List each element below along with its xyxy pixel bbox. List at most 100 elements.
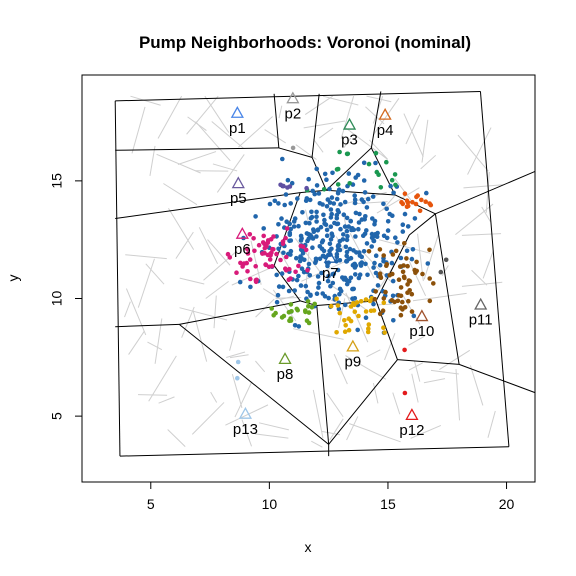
case-point-p7 [329, 211, 335, 217]
case-point-p6 [244, 246, 250, 252]
case-point-p7 [274, 299, 280, 305]
case-point-p5 [287, 184, 293, 189]
case-point-p7 [363, 315, 369, 321]
case-point-p7 [276, 201, 281, 206]
case-point-p8 [294, 306, 300, 312]
case-point-p9 [371, 308, 377, 313]
street-segment [322, 95, 359, 106]
case-point-p7 [328, 224, 334, 229]
street-segment [487, 410, 496, 438]
case-point-p7 [325, 278, 331, 284]
case-point-p7 [330, 233, 335, 239]
case-point-p9 [346, 327, 352, 333]
case-point-p10 [427, 276, 433, 281]
street-map [124, 95, 504, 448]
case-point-p7 [410, 247, 416, 252]
case-point-p7 [248, 284, 253, 290]
case-point-p10 [409, 309, 415, 314]
street-segment [154, 318, 163, 364]
case-point-p7 [347, 246, 353, 252]
pump-label-p11: p11 [469, 312, 493, 329]
street-segment [128, 331, 145, 355]
street-segment [179, 307, 228, 321]
case-point-p7 [371, 301, 376, 307]
case-point-p8 [269, 306, 275, 311]
street-segment [439, 349, 471, 370]
case-point-p10 [414, 259, 419, 265]
case-point-p6 [225, 251, 231, 257]
case-point-p8 [312, 301, 318, 307]
case-point-p7 [306, 176, 312, 182]
case-point-p7 [300, 210, 305, 215]
case-point-p7 [341, 232, 346, 237]
case-point-p4 [417, 208, 423, 214]
case-point-p8 [306, 304, 311, 309]
case-point-p7 [344, 237, 350, 243]
y-tick-label: 15 [49, 173, 65, 189]
street-segment [278, 248, 291, 271]
pump-label-p6: p6 [234, 241, 251, 258]
street-segment [312, 389, 324, 439]
case-point-p8 [271, 313, 277, 318]
pump-label-p12: p12 [399, 422, 424, 439]
street-segment [147, 341, 163, 351]
case-point-p7 [283, 192, 289, 197]
case-point-p10 [380, 308, 386, 314]
case-point-p7 [311, 229, 317, 234]
street-segment [125, 288, 147, 336]
case-point-p7 [363, 214, 368, 219]
street-segment [293, 328, 344, 340]
case-point-p6 [247, 257, 253, 262]
voronoi-edge [278, 147, 313, 158]
case-point-p7 [346, 171, 352, 176]
case-point-p4 [413, 201, 419, 207]
case-point-p6 [253, 264, 258, 269]
street-segment [441, 265, 449, 276]
case-point-p7 [314, 214, 319, 219]
case-point-p7 [303, 220, 309, 226]
case-point-p4 [400, 201, 406, 207]
case-point-p7 [338, 226, 343, 232]
case-point-p6 [280, 239, 286, 244]
case-point-p7 [350, 286, 355, 292]
case-point-p7 [313, 260, 318, 266]
case-point-p6 [271, 234, 276, 239]
case-point-p7 [334, 196, 340, 202]
voronoi-edge [397, 359, 460, 365]
street-segment [250, 240, 262, 285]
voronoi-edge [458, 363, 536, 394]
case-point-p7 [390, 278, 396, 284]
voronoi-edge [316, 305, 330, 445]
case-point-p7 [335, 208, 341, 213]
street-segment [259, 422, 289, 431]
case-point-p7 [363, 261, 368, 267]
street-segment [241, 419, 253, 447]
case-point-p7 [425, 261, 431, 266]
case-point-p7 [375, 283, 381, 288]
case-point-p7 [400, 222, 406, 227]
street-segment [482, 250, 494, 279]
case-point-p7 [371, 238, 377, 244]
case-point-p7 [337, 238, 343, 244]
case-point-p7 [276, 222, 281, 227]
case-point-p7 [372, 232, 378, 238]
case-point-p7 [353, 234, 358, 239]
street-segment [210, 391, 218, 403]
street-segment [372, 382, 379, 404]
street-segment [204, 95, 230, 133]
case-point-p7 [281, 250, 286, 256]
case-point-p7 [391, 318, 396, 323]
case-point-p7 [300, 250, 306, 256]
case-point-p7 [361, 160, 367, 166]
case-point-p9 [328, 303, 334, 309]
case-point-p7 [385, 219, 391, 224]
street-segment [423, 378, 446, 384]
voronoi-edge [115, 90, 481, 102]
street-segment [229, 330, 236, 351]
case-point-p7 [291, 224, 297, 229]
case-point-p7 [353, 210, 359, 216]
case-point-p3 [384, 159, 389, 165]
case-point-p6 [283, 268, 289, 273]
case-point-p7 [373, 253, 379, 258]
